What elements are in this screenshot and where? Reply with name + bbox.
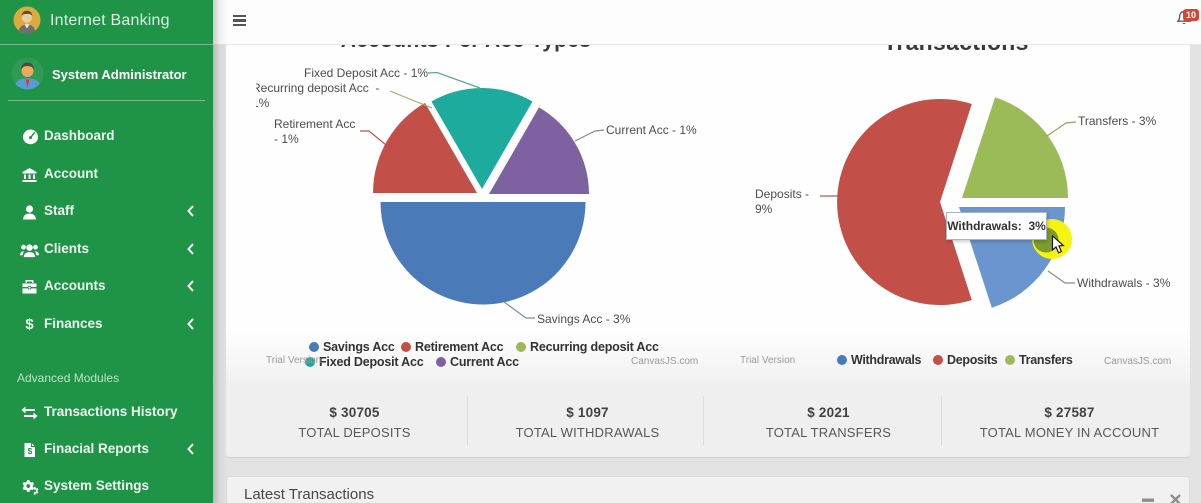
svg-text:$: $	[28, 446, 33, 456]
